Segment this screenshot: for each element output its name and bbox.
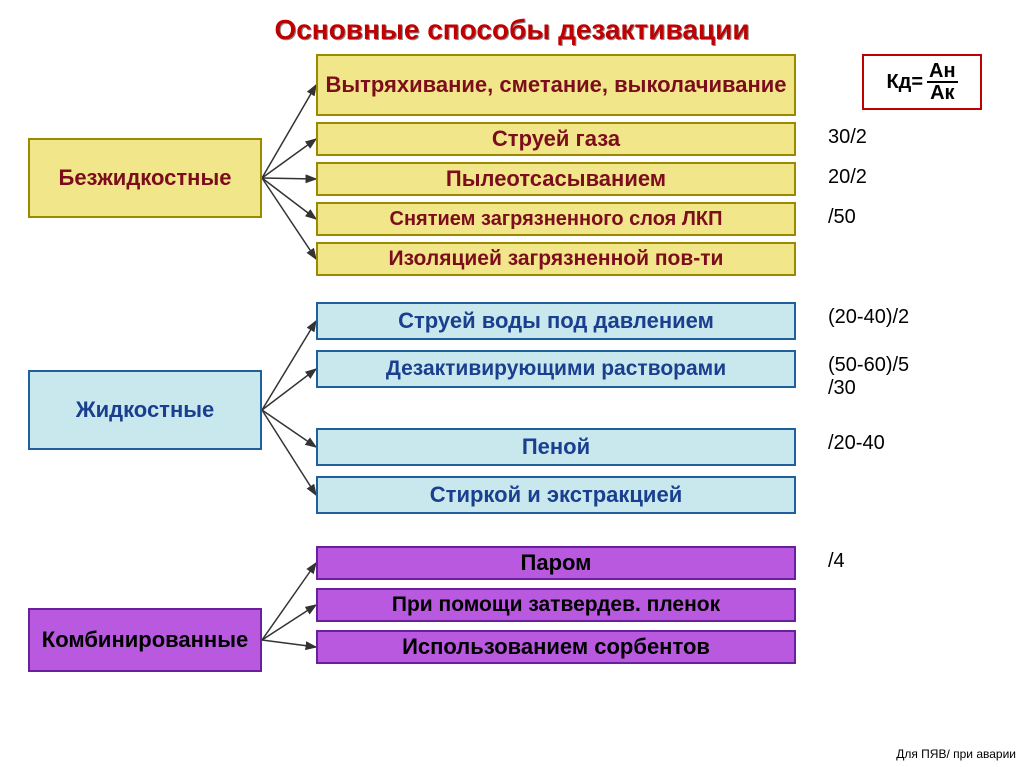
page-title: Основные способы дезактивации [0,14,1024,46]
value-group2-1: (50-60)/5 /30 [828,354,909,400]
formula-lhs: Кд= [886,71,923,94]
formula-denominator: Ак [928,83,956,103]
value-group1-1: 30/2 [828,126,867,149]
method-group3-1: При помощи затвердев. пленок [316,588,796,622]
method-group1-2: Пылеотсасыванием [316,162,796,196]
method-group1-4: Изоляцией загрязненной пов-ти [316,242,796,276]
formula-box: Кд= Ан Ак [862,54,982,110]
category-cat1: Безжидкостные [28,138,262,218]
category-cat3: Комбинированные [28,608,262,672]
method-group1-0: Вытряхивание, сметание, выколачивание [316,54,796,116]
value-group1-3: /50 [828,206,856,229]
value-group2-2: /20-40 [828,432,885,455]
footnote: Для ПЯВ/ при аварии [896,747,1016,761]
method-group2-1: Дезактивирующими растворами [316,350,796,388]
method-group3-2: Использованием сорбентов [316,630,796,664]
method-group2-0: Струей воды под давлением [316,302,796,340]
value-group3-0: /4 [828,550,845,573]
formula-fraction: Ан Ак [927,61,958,103]
method-group2-3: Стиркой и экстракцией [316,476,796,514]
method-group1-3: Снятием загрязненного слоя ЛКП [316,202,796,236]
category-cat2: Жидкостные [28,370,262,450]
value-group1-2: 20/2 [828,166,867,189]
method-group3-0: Паром [316,546,796,580]
value-group2-0: (20-40)/2 [828,306,909,329]
method-group1-1: Струей газа [316,122,796,156]
formula-numerator: Ан [927,61,958,83]
method-group2-2: Пеной [316,428,796,466]
